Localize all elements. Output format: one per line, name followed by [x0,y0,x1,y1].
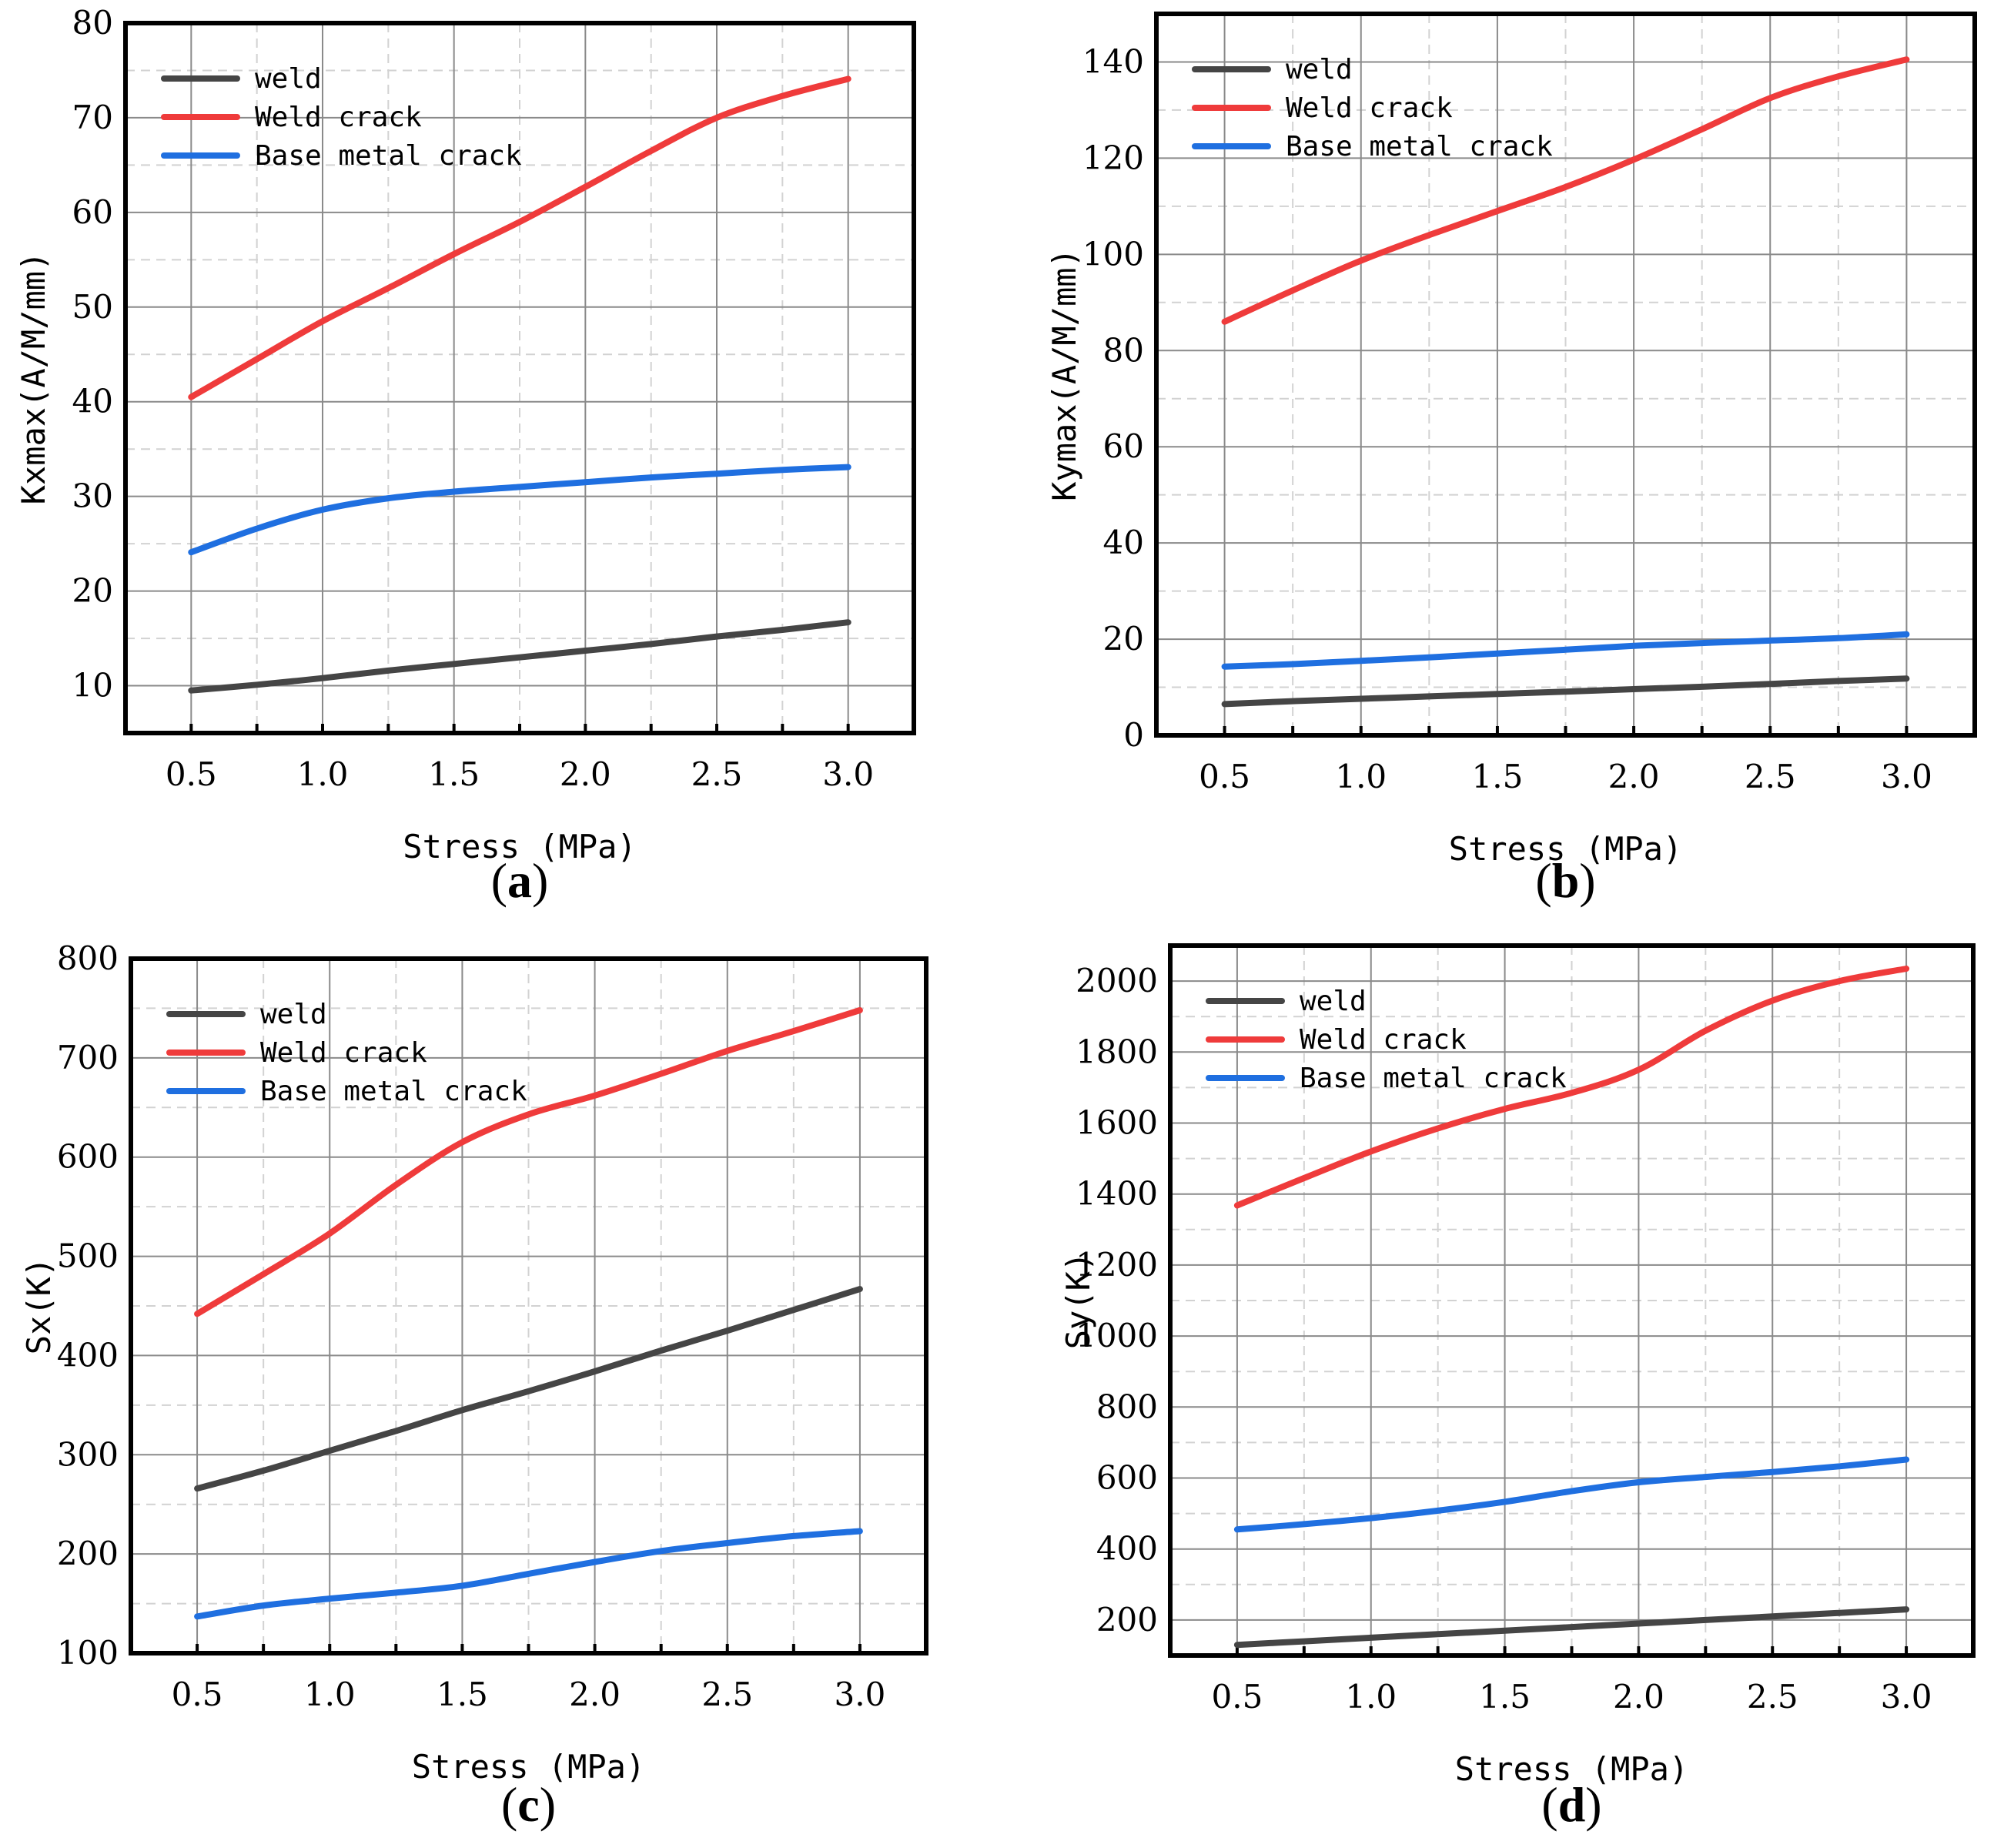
legend-entry: Weld crack [1300,1024,1467,1056]
x-tick-label: 0.5 [1199,758,1250,795]
y-tick-label: 400 [1096,1530,1158,1568]
y-tick-label: 60 [1103,427,1144,465]
y-tick-label: 80 [72,4,113,42]
y-axis-label: Kxmax(A/M/mm) [15,252,52,505]
y-tick-label: 300 [57,1435,119,1473]
panel-a: 0.5 1.0 1.5 2.0 2.5 3.0 10 20 30 40 50 60 70 80 Stress… [15,4,916,908]
y-tick-label: 400 [57,1336,119,1374]
y-tick-label: 200 [1096,1601,1158,1639]
y-tick-label: 1400 [1076,1175,1158,1213]
panel-b: 0.5 1.0 1.5 2.0 2.5 3.0 0 20 40 60 80 100 120 140 Stre… [1046,12,1977,908]
y-tick-label: 120 [1082,139,1144,176]
legend-entry: Base metal crack [1300,1063,1567,1094]
y-tick-label: 1000 [1076,1317,1158,1354]
panel-c: 0.5 1.0 1.5 2.0 2.5 3.0 100 200 300 400 500 600 700 8… [20,939,928,1832]
y-tick-label: 2000 [1076,962,1158,999]
panel-d: 0.5 1.0 1.5 2.0 2.5 3.0 200 400 600 800 1000 1200 14… [1059,943,1976,1832]
legend-entry: weld [1286,54,1353,85]
y-tick-label: 40 [1103,524,1144,561]
x-tick-label: 2.0 [1608,758,1660,795]
legend-entry: weld [255,63,322,95]
x-tick-label: 0.5 [166,755,217,793]
y-tick-label: 1600 [1076,1104,1158,1142]
panel-label: (c) [501,1777,556,1832]
y-tick-label: 80 [1103,331,1144,369]
legend-entry: weld [1300,986,1367,1017]
y-axis-label: Sy(K) [1059,1252,1097,1349]
x-tick-label: 1.5 [1472,758,1524,795]
x-tick-label: 1.0 [1345,1678,1397,1716]
y-tick-label: 100 [1082,235,1144,273]
series-line-weld [1233,1606,1910,1649]
y-tick-label: 700 [57,1039,119,1076]
series-line-base-metal-crack [188,464,851,556]
y-tick-label: 500 [57,1237,119,1275]
y-tick-label: 800 [1096,1388,1158,1425]
x-tick-label: 3.0 [1881,758,1932,795]
x-tick-label: 1.5 [428,755,480,793]
x-tick-label: 2.0 [560,755,611,793]
legend-entry: Weld crack [260,1037,427,1069]
x-tick-label: 1.0 [1335,758,1387,795]
y-tick-label: 20 [1103,620,1144,658]
series-line-weld-crack [1221,56,1910,325]
y-tick-label: 140 [1082,42,1144,80]
legend-entry: Base metal crack [1286,131,1553,162]
legend-entry: Weld crack [255,102,422,133]
series-line-weld [194,1286,863,1492]
y-tick-label: 10 [72,667,113,705]
y-tick-label: 600 [1096,1459,1158,1497]
panel-label: (a) [491,853,549,908]
y-tick-label: 0 [1123,716,1144,754]
y-tick-label: 40 [72,383,113,420]
x-tick-label: 2.0 [1613,1678,1664,1716]
y-tick-label: 1200 [1076,1246,1158,1284]
x-axis-label: Stress (MPa) [1455,1750,1688,1788]
x-tick-label: 1.5 [1479,1678,1531,1716]
y-tick-label: 50 [72,288,113,326]
y-axis-label: Kymax(A/M/mm) [1046,248,1083,501]
series-line-weld-crack [1233,966,1910,1209]
series-line-weld [1221,675,1910,708]
y-tick-label: 20 [72,572,113,610]
x-axis-label: Stress (MPa) [403,828,636,865]
x-tick-label: 3.0 [1881,1678,1932,1716]
x-tick-label: 3.0 [822,755,874,793]
legend-entry: Base metal crack [255,140,522,172]
y-tick-label: 800 [57,939,119,977]
x-tick-label: 2.0 [569,1676,621,1713]
y-tick-label: 200 [57,1535,119,1572]
x-tick-label: 1.5 [437,1676,488,1713]
y-tick-label: 100 [57,1634,119,1672]
legend-entry: Base metal crack [260,1076,527,1107]
legend-entry: Weld crack [1286,92,1453,124]
x-tick-label: 2.5 [701,1676,753,1713]
x-tick-label: 0.5 [172,1676,223,1713]
y-tick-label: 60 [72,193,113,231]
panel-label: (d) [1541,1777,1601,1832]
series-line-weld-crack [194,1007,863,1317]
panel-label: (b) [1535,853,1595,908]
y-tick-label: 30 [72,477,113,515]
series-line-base-metal-crack [1233,1456,1910,1533]
x-tick-label: 0.5 [1212,1678,1263,1716]
series-line-base-metal-crack [1221,631,1910,670]
x-tick-label: 2.5 [1747,1678,1798,1716]
series-line-base-metal-crack [194,1528,863,1620]
y-tick-label: 1800 [1076,1033,1158,1070]
x-tick-label: 3.0 [835,1676,886,1713]
y-tick-label: 70 [72,99,113,136]
x-tick-label: 1.0 [297,755,349,793]
legend-entry: weld [260,999,327,1030]
series-line-weld [188,619,851,694]
x-tick-label: 1.0 [304,1676,356,1713]
series-line-weld-crack [188,75,851,400]
x-tick-label: 2.5 [691,755,743,793]
x-axis-label: Stress (MPa) [412,1748,645,1786]
y-axis-label: Sx(K) [20,1257,58,1354]
x-axis-label: Stress (MPa) [1449,830,1682,868]
y-tick-label: 600 [57,1138,119,1176]
x-tick-label: 2.5 [1745,758,1796,795]
